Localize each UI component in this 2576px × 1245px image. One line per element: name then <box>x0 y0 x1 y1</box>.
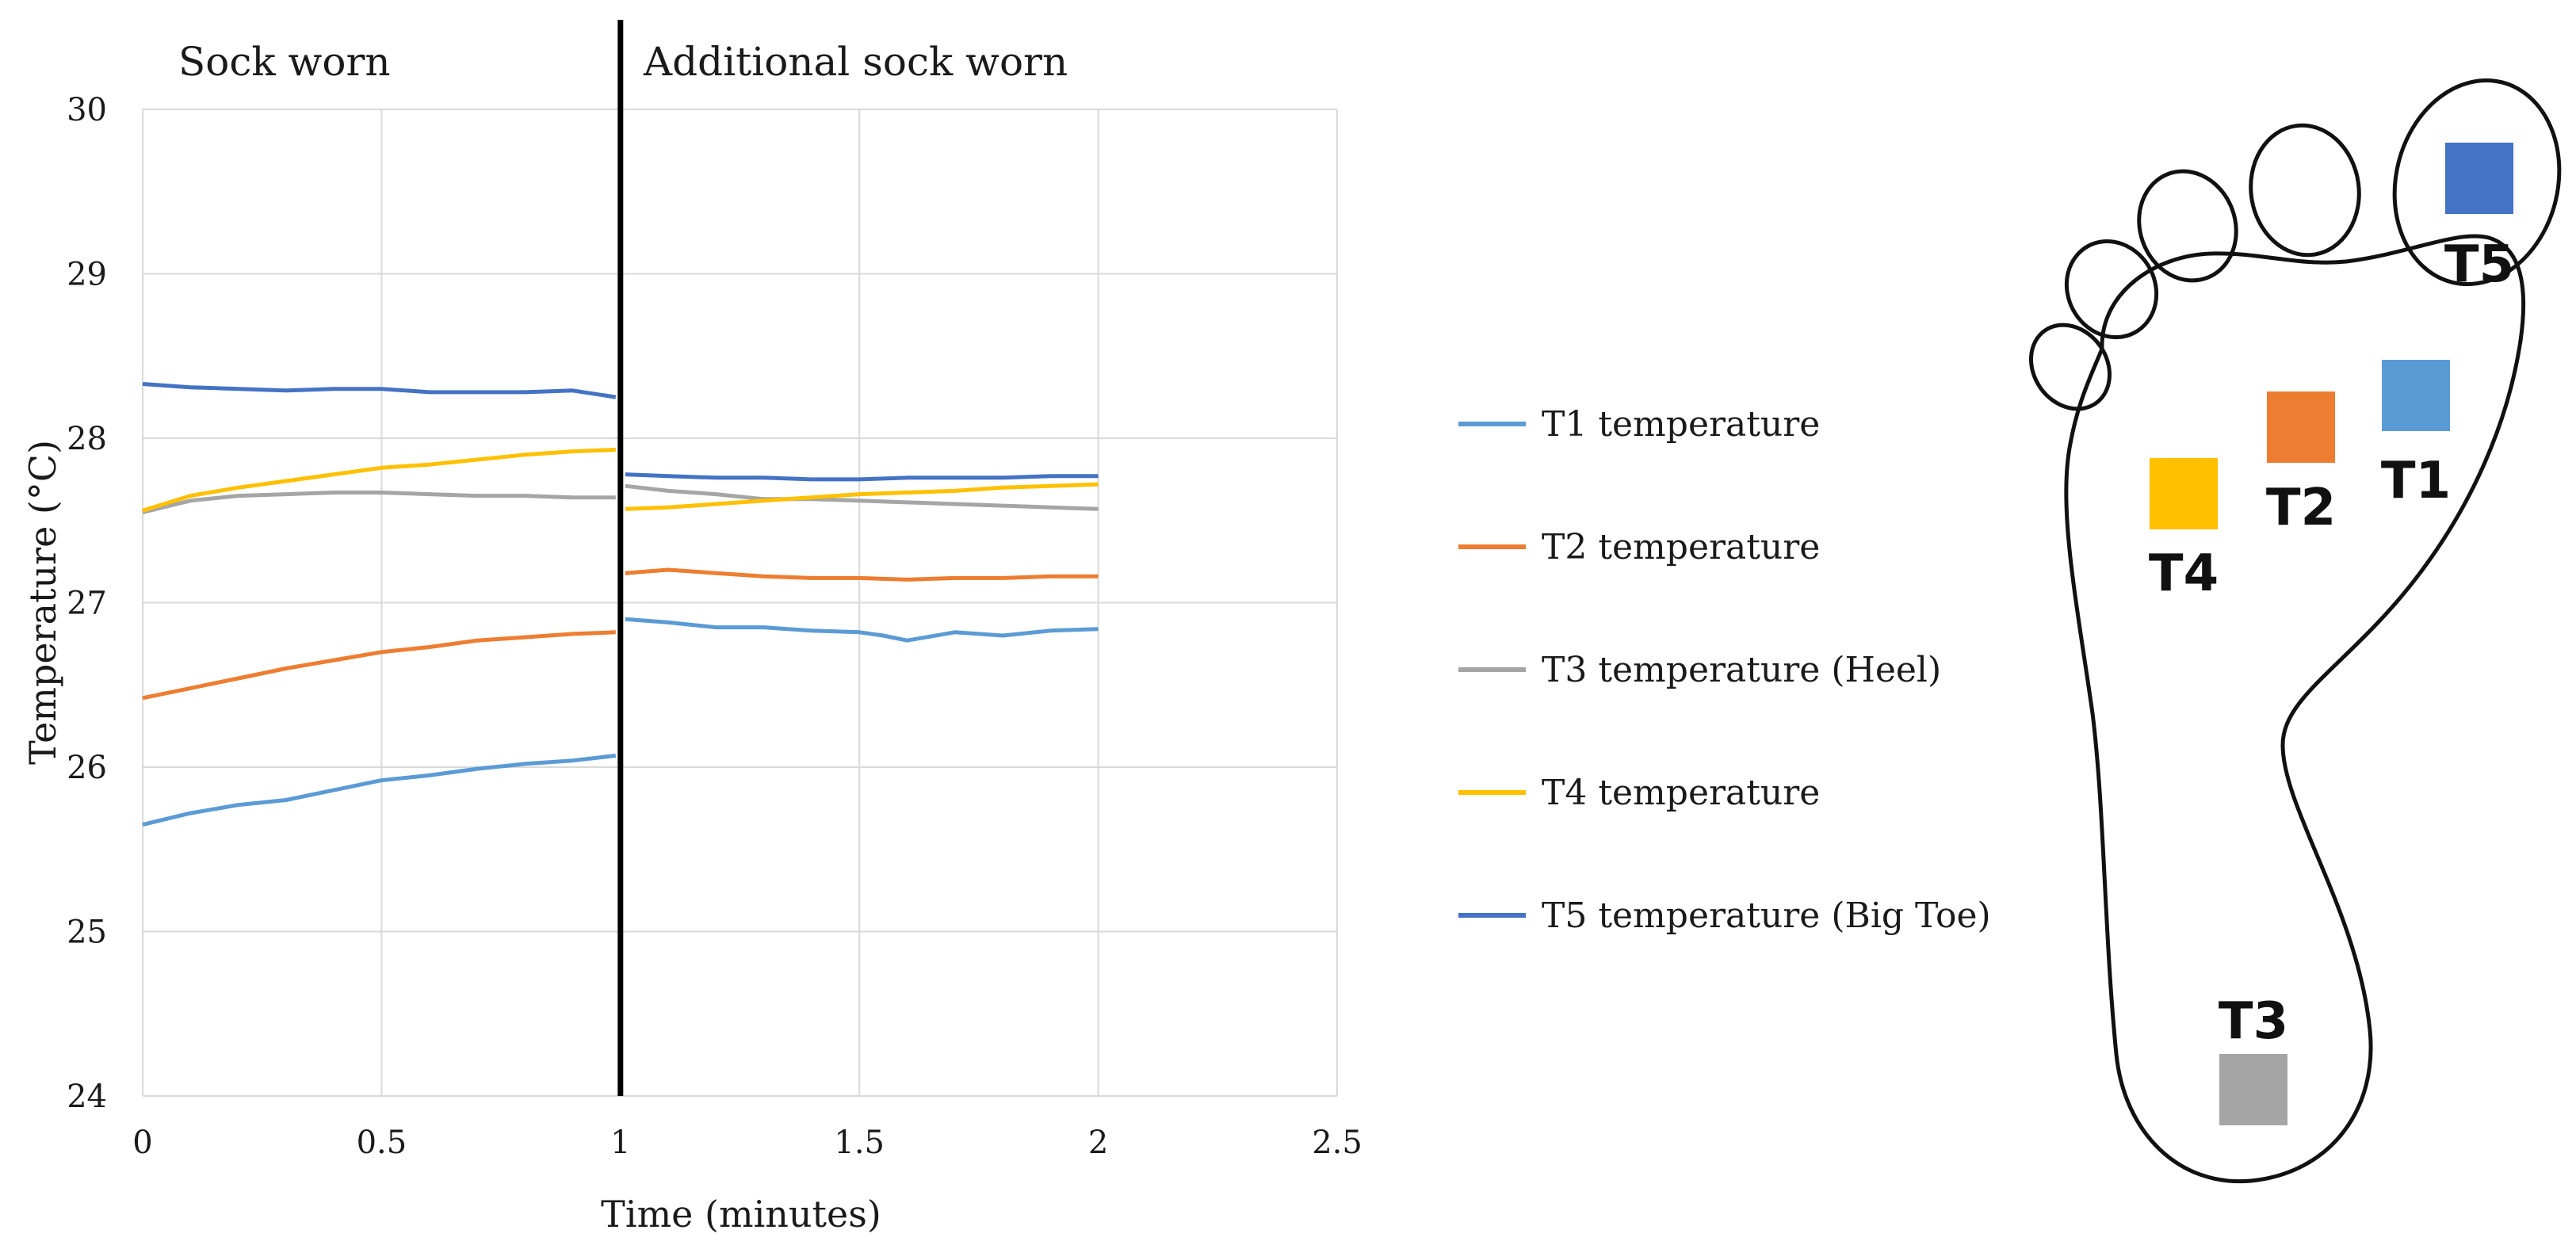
y-axis-label: Temperature (°C) <box>21 440 64 765</box>
series-line-t3-temperature-heel-phase-2 <box>625 483 1099 511</box>
series-line-t1-temperature-phase-2 <box>625 617 1099 643</box>
sensor-t5-label: T5 <box>2444 235 2514 294</box>
phase-label-additional-sock: Additional sock worn <box>643 39 1068 85</box>
sensor-t2-marker <box>2267 391 2335 463</box>
sensor-t1-label: T1 <box>2381 452 2451 510</box>
sensor-t4-marker <box>2150 458 2218 529</box>
sensor-t1-marker <box>2382 360 2450 431</box>
legend-label-1: T1 temperature <box>1542 404 1820 445</box>
x-axis-label: Time (minutes) <box>601 1193 881 1235</box>
legend-label-4: T4 temperature <box>1542 773 1820 813</box>
y-tick-label-0: 24 <box>67 1079 107 1115</box>
series-line-t2-temperature-phase-1 <box>142 630 616 701</box>
toe-little <box>2028 323 2112 411</box>
x-tick-label-3: 1.5 <box>834 1125 885 1161</box>
y-tick-label-3: 27 <box>67 586 107 622</box>
foot-sensors: T5 T1 T2 T4 T3 <box>2149 143 2514 1125</box>
toe-second <box>2249 123 2361 258</box>
phase-label-sock-worn: Sock worn <box>178 39 391 85</box>
legend-label-2: T2 temperature <box>1542 527 1820 567</box>
series-line-t1-temperature-phase-1 <box>142 754 617 827</box>
sensor-t3-label: T3 <box>2219 992 2288 1051</box>
series-lines <box>142 382 1099 827</box>
y-tick-labels: 24 25 26 27 28 29 30 <box>67 92 107 1115</box>
y-tick-label-4: 28 <box>67 421 107 457</box>
series-line-t4-temperature-phase-1 <box>142 448 616 513</box>
foot-diagram <box>2028 78 2562 1184</box>
y-tick-label-1: 25 <box>67 915 107 951</box>
x-tick-label-2: 1 <box>610 1125 630 1161</box>
series-line-t3-temperature-heel-phase-1 <box>142 491 616 514</box>
toe-third <box>2137 169 2238 283</box>
series-line-t4-temperature-phase-2 <box>625 482 1099 511</box>
x-tick-label-0: 0 <box>132 1125 152 1161</box>
sensor-t5-marker <box>2445 143 2513 214</box>
line-chart: 24 25 26 27 28 29 30 0 0.5 1 1.5 2 2.5 Sock worn Ad… <box>21 20 1363 1235</box>
x-tick-labels: 0 0.5 1 1.5 2 2.5 <box>132 1125 1363 1161</box>
x-tick-label-5: 2.5 <box>1312 1125 1363 1161</box>
series-line-t5-temperature-big-toe-phase-1 <box>142 382 617 399</box>
legend: T1 temperature T2 temperature T3 temperatu… <box>1458 404 1991 936</box>
toe-big <box>2392 78 2562 287</box>
legend-label-5: T5 temperature (Big Toe) <box>1542 896 1991 936</box>
toe-fourth <box>2064 239 2159 340</box>
legend-label-3: T3 temperature (Heel) <box>1542 650 1941 690</box>
x-tick-label-1: 0.5 <box>357 1125 407 1161</box>
sensor-t3-marker <box>2219 1054 2287 1125</box>
sensor-t2-label: T2 <box>2266 479 2336 537</box>
series-line-t2-temperature-phase-2 <box>625 567 1099 582</box>
sensor-t4-label: T4 <box>2149 544 2219 603</box>
foot-outline <box>2064 234 2526 1184</box>
x-tick-label-4: 2 <box>1088 1125 1108 1161</box>
y-tick-label-6: 30 <box>67 92 107 128</box>
y-tick-label-2: 26 <box>67 750 107 786</box>
series-line-t5-temperature-big-toe-phase-2 <box>625 472 1099 482</box>
y-tick-label-5: 29 <box>67 257 107 293</box>
